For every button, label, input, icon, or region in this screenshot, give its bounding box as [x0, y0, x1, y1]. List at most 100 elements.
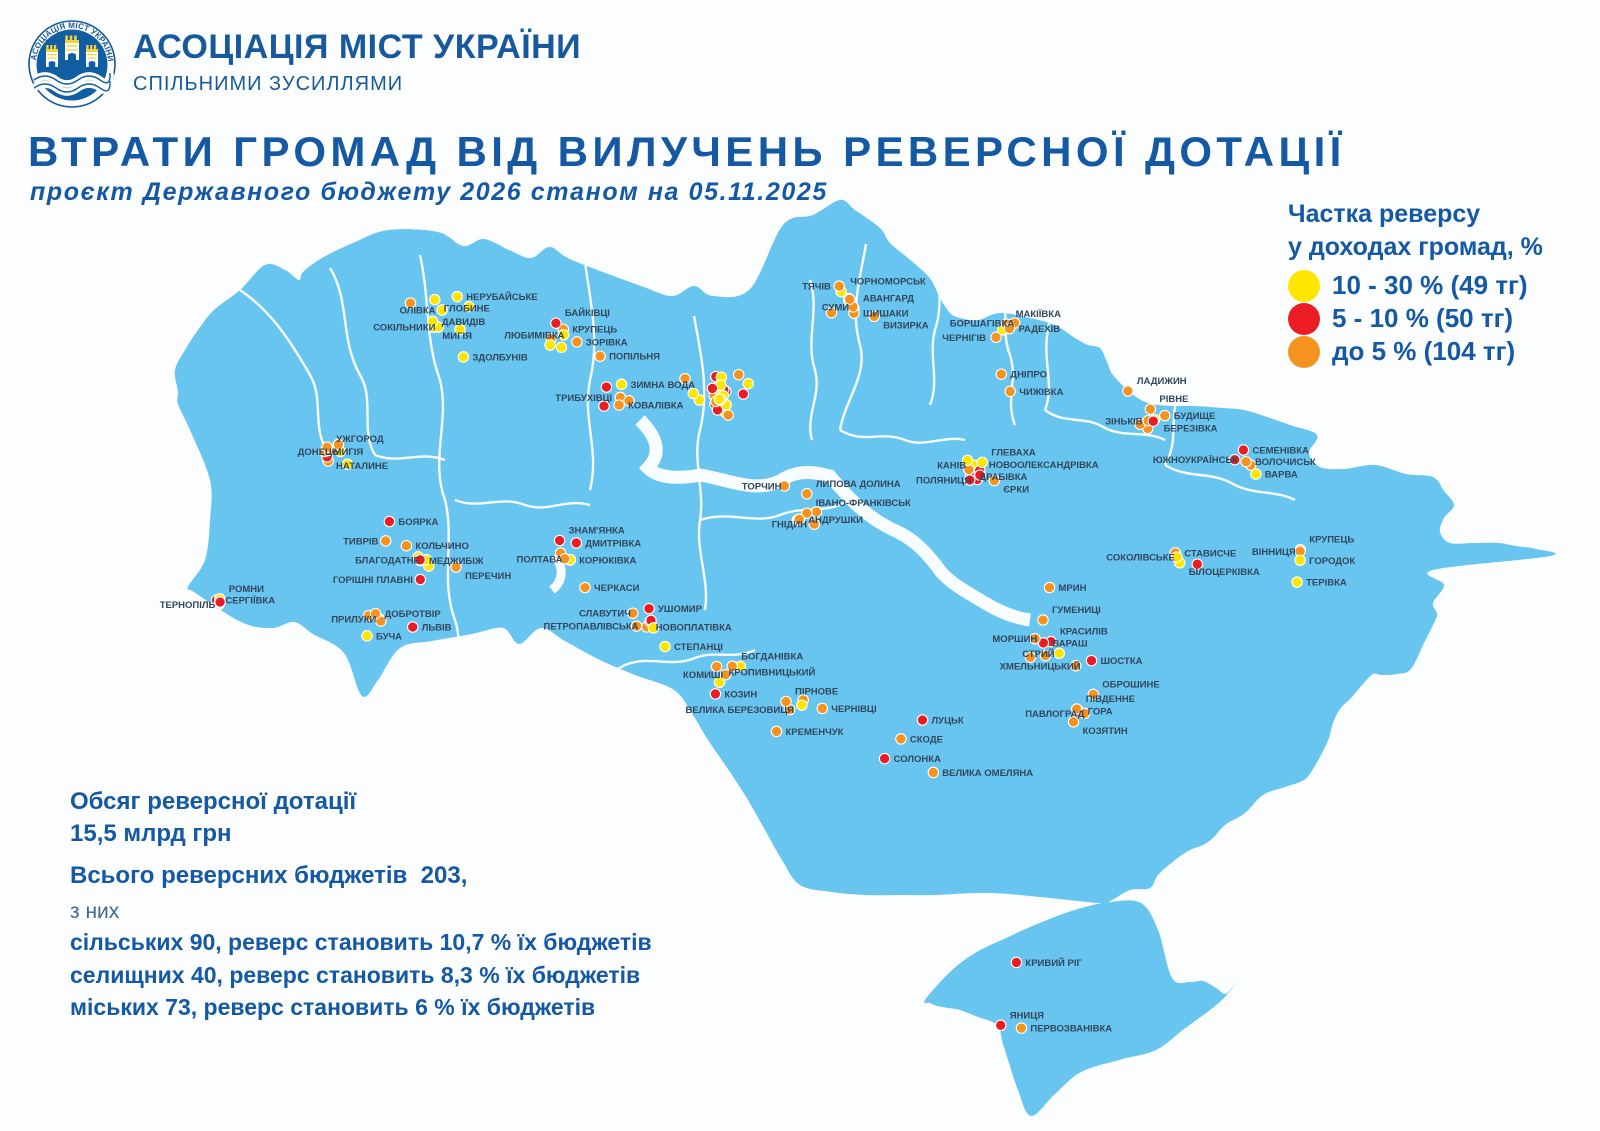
svg-text:ПРИЛУКИ: ПРИЛУКИ	[331, 615, 376, 626]
svg-text:ВЕЛИКА БЕРЕЗОВИЦЯ: ВЕЛИКА БЕРЕЗОВИЦЯ	[686, 705, 795, 716]
svg-text:СЕРГІЇВКА: СЕРГІЇВКА	[225, 596, 275, 607]
svg-text:ГОРА: ГОРА	[1088, 707, 1113, 718]
svg-text:БОЯРКА: БОЯРКА	[398, 517, 438, 528]
svg-text:МИГІЯ: МИГІЯ	[442, 331, 472, 342]
svg-text:НЕРУБАЙСЬКЕ: НЕРУБАЙСЬКЕ	[466, 291, 537, 303]
svg-text:КРИВИЙ РІГ: КРИВИЙ РІГ	[1025, 957, 1082, 969]
svg-text:НОВОПЛАТІВКА: НОВОПЛАТІВКА	[656, 622, 732, 633]
svg-text:КОМИШІ: КОМИШІ	[683, 670, 723, 681]
svg-text:КРЕМЕНЧУК: КРЕМЕНЧУК	[786, 727, 844, 738]
svg-text:КРОПИВНИЦЬКИЙ: КРОПИВНИЦЬКИЙ	[729, 666, 816, 678]
svg-text:КРАСИЛІВ: КРАСИЛІВ	[1060, 627, 1108, 638]
svg-text:БОГДАНІВКА: БОГДАНІВКА	[741, 651, 803, 662]
svg-text:ГОРОДОК: ГОРОДОК	[1309, 556, 1355, 567]
svg-text:СЛАВУТИЧ: СЛАВУТИЧ	[579, 609, 631, 620]
svg-text:ЗНАМ'ЯНКА: ЗНАМ'ЯНКА	[569, 526, 625, 537]
svg-text:ПЕРВОЗВАНІВКА: ПЕРВОЗВАНІВКА	[1030, 1024, 1112, 1035]
svg-text:ЗІНЬКІВ: ЗІНЬКІВ	[1105, 417, 1143, 428]
svg-text:ВОЛОЧИСЬК: ВОЛОЧИСЬК	[1255, 457, 1316, 468]
svg-text:МОРШИН: МОРШИН	[992, 634, 1037, 645]
svg-text:ГУМЕНИЦІ: ГУМЕНИЦІ	[1052, 605, 1101, 616]
svg-text:НАТАЛИНЕ: НАТАЛИНЕ	[336, 461, 388, 472]
svg-text:ЛУЦЬК: ЛУЦЬК	[932, 716, 964, 727]
svg-text:ЛИПОВА ДОЛИНА: ЛИПОВА ДОЛИНА	[816, 479, 901, 490]
svg-text:ШОСТКА: ШОСТКА	[1101, 656, 1143, 667]
svg-text:ГЛОБИНЕ: ГЛОБИНЕ	[444, 304, 490, 315]
svg-text:ГНІДИН: ГНІДИН	[772, 520, 807, 531]
svg-text:ТРИБУХІВЦІ: ТРИБУХІВЦІ	[555, 393, 612, 404]
svg-text:ДМИТРІВКА: ДМИТРІВКА	[585, 538, 641, 549]
svg-text:ПІВДЕННЕ: ПІВДЕННЕ	[1086, 694, 1135, 705]
svg-text:ДАВИДІВ: ДАВИДІВ	[442, 317, 486, 328]
svg-text:НОВООЛЕКСАНДРІВКА: НОВООЛЕКСАНДРІВКА	[989, 460, 1099, 471]
svg-text:ЛЬВІВ: ЛЬВІВ	[422, 623, 452, 634]
svg-text:АНДРУШКИ: АНДРУШКИ	[808, 515, 863, 526]
svg-text:ДОНЕЦЬ: ДОНЕЦЬ	[298, 447, 339, 458]
svg-text:ПОПІЛЬНЯ: ПОПІЛЬНЯ	[609, 352, 660, 363]
svg-text:БЕРЕЗІВКА: БЕРЕЗІВКА	[1164, 424, 1218, 435]
svg-text:КОРЮКІВКА: КОРЮКІВКА	[579, 556, 636, 567]
svg-text:ШИШАКИ: ШИШАКИ	[863, 309, 909, 320]
svg-text:УЖГОРОД: УЖГОРОД	[336, 434, 384, 445]
svg-text:ВІННИЦЯ: ВІННИЦЯ	[1252, 547, 1296, 558]
svg-text:СТАВИСЧЕ: СТАВИСЧЕ	[1184, 548, 1236, 559]
svg-text:АВАНГАРД: АВАНГАРД	[863, 294, 914, 305]
svg-text:ВАРАШ: ВАРАШ	[1052, 638, 1087, 649]
svg-text:ДОБРОТВІР: ДОБРОТВІР	[385, 609, 442, 620]
svg-text:ЯНИЦЯ: ЯНИЦЯ	[1010, 1010, 1044, 1021]
svg-text:РОМНИ: РОМНИ	[229, 584, 264, 595]
svg-text:ХМЕЛЬНИЦЬКИЙ: ХМЕЛЬНИЦЬКИЙ	[1000, 660, 1081, 672]
svg-text:РАДЕХІВ: РАДЕХІВ	[1019, 324, 1061, 335]
svg-text:КОЛЬЧИНО: КОЛЬЧИНО	[415, 541, 468, 552]
svg-text:ДРАБІВКА: ДРАБІВКА	[979, 472, 1027, 483]
svg-text:ПЕТРОПАВЛІВСЬКА: ПЕТРОПАВЛІВСЬКА	[544, 622, 639, 633]
svg-text:КОЗИН: КОЗИН	[724, 689, 757, 700]
svg-text:СКОДЕ: СКОДЕ	[910, 734, 943, 745]
svg-text:КРУПЕЦЬ: КРУПЕЦЬ	[572, 325, 617, 336]
svg-text:ПІРНОВЕ: ПІРНОВЕ	[795, 687, 838, 698]
svg-text:ТЕРНОПІЛЬ: ТЕРНОПІЛЬ	[160, 600, 216, 611]
svg-text:СЕМЕНІВКА: СЕМЕНІВКА	[1252, 445, 1309, 456]
svg-text:ОЛІВКА: ОЛІВКА	[400, 306, 436, 317]
svg-text:ЧЕРКАСИ: ЧЕРКАСИ	[594, 583, 640, 594]
svg-text:БУЧА: БУЧА	[376, 631, 402, 642]
svg-text:ЮЖНОУКРАЇНСЬК: ЮЖНОУКРАЇНСЬК	[1153, 455, 1238, 466]
svg-text:ЧЕРНІВЦІ: ЧЕРНІВЦІ	[831, 704, 876, 715]
svg-text:ВАРВА: ВАРВА	[1265, 470, 1298, 481]
svg-text:ПЕРЕЧИН: ПЕРЕЧИН	[465, 571, 511, 582]
svg-text:ПАВЛОГРАД: ПАВЛОГРАД	[1025, 709, 1084, 720]
svg-text:СТРИЙ: СТРИЙ	[1022, 648, 1055, 660]
svg-text:СОКОЛІВСЬКЕ: СОКОЛІВСЬКЕ	[1106, 553, 1175, 564]
svg-text:ТЯЧІВ: ТЯЧІВ	[802, 282, 831, 293]
svg-text:ЧИЖІВКА: ЧИЖІВКА	[1019, 387, 1063, 398]
svg-text:МРИН: МРИН	[1059, 583, 1087, 594]
svg-text:КОЗЯТИН: КОЗЯТИН	[1083, 726, 1128, 737]
svg-text:ЗИМНА ВОДА: ЗИМНА ВОДА	[631, 380, 696, 391]
svg-text:ПОЛЯНИЦЯ: ПОЛЯНИЦЯ	[916, 476, 971, 487]
svg-text:МАКІЇВКА: МАКІЇВКА	[1016, 309, 1061, 320]
svg-text:БІЛОЦЕРКІВКА: БІЛОЦЕРКІВКА	[1189, 567, 1260, 578]
svg-text:ЛЮБИМІВКА: ЛЮБИМІВКА	[504, 330, 564, 341]
svg-text:КРУПЕЦЬ: КРУПЕЦЬ	[1309, 535, 1354, 546]
svg-text:ГЛЕВАХА: ГЛЕВАХА	[991, 447, 1036, 458]
svg-text:ВЕЛИКА ОМЕЛЯНА: ВЕЛИКА ОМЕЛЯНА	[942, 768, 1033, 779]
svg-text:ВИЗИРКА: ВИЗИРКА	[883, 320, 929, 331]
svg-text:ЧОРНОМОРСЬК: ЧОРНОМОРСЬК	[850, 277, 926, 288]
svg-text:БАЙКІВЦІ: БАЙКІВЦІ	[565, 307, 610, 319]
svg-text:ОБРОШИНЕ: ОБРОШИНЕ	[1102, 679, 1159, 690]
svg-text:ЗДОЛБУНІВ: ЗДОЛБУНІВ	[472, 352, 528, 363]
svg-text:СОКІЛЬНИКИ: СОКІЛЬНИКИ	[373, 323, 435, 334]
svg-text:ТОРЧИН: ТОРЧИН	[742, 481, 782, 492]
svg-text:ДНІПРО: ДНІПРО	[1010, 370, 1047, 381]
svg-text:ЛАДИЖИН: ЛАДИЖИН	[1137, 376, 1187, 387]
svg-text:КОВАЛІВКА: КОВАЛІВКА	[628, 401, 684, 412]
svg-text:РІВНЕ: РІВНЕ	[1159, 394, 1188, 405]
svg-text:ГОРІШНІ ПЛАВНІ: ГОРІШНІ ПЛАВНІ	[333, 575, 413, 586]
svg-text:УШОМИР: УШОМИР	[658, 604, 703, 615]
svg-text:ТЕРІВКА: ТЕРІВКА	[1306, 578, 1347, 589]
svg-text:СУМИ: СУМИ	[822, 302, 850, 313]
svg-text:БОРШАГІВКА: БОРШАГІВКА	[950, 319, 1015, 330]
svg-text:КАНІВ: КАНІВ	[937, 461, 966, 472]
svg-text:СОЛОНКА: СОЛОНКА	[894, 754, 941, 765]
svg-text:ЧЕРНІГІВ: ЧЕРНІГІВ	[942, 333, 986, 344]
